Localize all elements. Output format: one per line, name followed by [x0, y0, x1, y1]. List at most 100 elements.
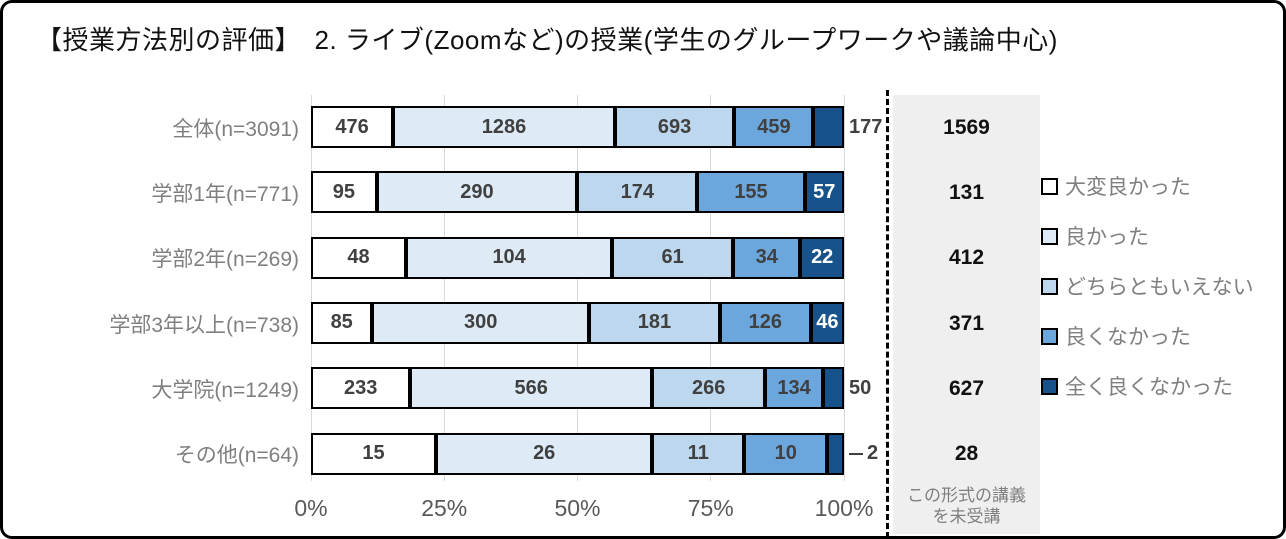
segment-value-label: 46 [816, 311, 839, 334]
segment-value-label: 48 [347, 246, 370, 269]
x-tick-label: 0% [294, 495, 328, 521]
bar-segment: 155 [697, 171, 805, 214]
bar-segment: 104 [406, 236, 613, 279]
legend-label: 大変良かった [1065, 176, 1191, 199]
bar-row: 95 290 174 155 57 [311, 171, 844, 214]
bar-segment: 10 [744, 432, 828, 475]
category-label: 学部3年以上(n=738) [109, 313, 299, 337]
not-attended-note: この形式の講義 を未受講 [893, 485, 1040, 527]
segment-value-label: 104 [492, 246, 526, 269]
segment-value-label: 10 [774, 442, 797, 464]
legend-swatch-icon [1041, 327, 1058, 345]
bar-segment: 266 [651, 367, 766, 410]
segment-value-label: 126 [748, 311, 782, 334]
bar-row: 85 300 181 126 46 [311, 301, 844, 344]
x-tick-label: 75% [687, 495, 734, 521]
bar-segment: 15 [311, 432, 436, 475]
bar-segment: 61 [612, 236, 734, 279]
gridline [310, 95, 312, 481]
legend: 大変良かった 良かったどちらともいえない 良くなかった全く良くなかった [1041, 161, 1254, 411]
gridline [577, 95, 578, 481]
segment-value-label-outside: 2 [844, 433, 878, 475]
segment-value-label: 134 [777, 376, 811, 399]
segment-value-label-outside: 50 [849, 376, 872, 399]
bar-segment [813, 106, 844, 148]
bar-segment: 57 [804, 171, 844, 214]
gridline [443, 95, 445, 481]
segment-value-label: 1286 [481, 115, 527, 138]
segment-value-label: 11 [687, 442, 709, 464]
segment-value-label: 459 [757, 115, 791, 138]
x-axis: 0% 25% 50% 75% 100% [294, 495, 873, 527]
not-attended-value: 1569 [943, 115, 990, 139]
bar-segment: 11 [652, 432, 745, 475]
bar-segment: 300 [372, 301, 590, 344]
x-tick-label: 25% [421, 495, 468, 521]
category-label: 学部2年(n=269) [151, 248, 299, 272]
bar-segment: 26 [435, 432, 653, 475]
legend-label: どちらともいえない [1065, 276, 1254, 299]
legend-label: 良くなかった [1065, 326, 1191, 349]
not-attended-value: 28 [954, 442, 979, 466]
legend-label: 良かった [1065, 226, 1149, 249]
legend-item: どちらともいえない [1041, 261, 1254, 311]
bar-segment: 95 [311, 171, 377, 214]
legend-item: 全く良くなかった [1041, 361, 1254, 411]
legend-item: 良くなかった [1041, 311, 1254, 361]
segment-value-label: 26 [533, 442, 556, 464]
legend-swatch-icon [1041, 227, 1058, 245]
bar-segment: 34 [733, 236, 801, 279]
segment-value-label: 266 [692, 376, 726, 399]
segment-value-label: 61 [661, 246, 684, 269]
segment-value-label: 34 [755, 246, 778, 269]
not-attended-value: 627 [948, 376, 985, 400]
gridline [710, 95, 712, 481]
bar-segment [827, 432, 844, 475]
legend-label: 全く良くなかった [1065, 376, 1233, 399]
bar-segment [822, 367, 844, 410]
plot-area: 476 1286 693 459 177 95 290 174 155 57 48 104 61 34 22… [310, 95, 882, 481]
segment-value-label: 22 [811, 246, 834, 269]
bar-row: 15 26 11 10 2 [311, 432, 878, 475]
dashed-separator-line [886, 90, 889, 536]
segment-value-label: 233 [344, 376, 378, 399]
segment-value-label: 95 [332, 180, 355, 203]
bar-segment: 566 [410, 367, 652, 410]
bar-row: 476 1286 693 459 177 [311, 106, 882, 148]
legend-swatch-icon [1041, 377, 1058, 395]
x-tick-label: 100% [814, 495, 874, 521]
bar-segment: 181 [589, 301, 720, 344]
segment-value-label: 181 [637, 311, 672, 334]
category-label: 全体(n=3091) [172, 117, 299, 141]
x-tick-label: 50% [554, 495, 601, 521]
bar-row: 233 566 266 134 50 [311, 367, 871, 410]
leader-line [849, 452, 863, 455]
segment-value-label: 15 [362, 442, 385, 464]
segment-value-label: 566 [514, 376, 548, 399]
bar-segment: 476 [311, 106, 394, 148]
legend-swatch-icon [1041, 177, 1058, 195]
segment-value-label: 300 [464, 311, 498, 334]
segment-value-label: 85 [330, 311, 353, 334]
bar-segment: 233 [311, 367, 411, 410]
bar-segment: 22 [800, 236, 844, 279]
segment-value-label: 290 [460, 180, 494, 203]
legend-item: 大変良かった [1041, 161, 1254, 211]
bar-segment: 693 [614, 106, 735, 148]
segment-value-label: 476 [335, 115, 369, 138]
bar-segment: 174 [577, 171, 698, 214]
segment-value-label: 174 [620, 180, 654, 203]
bar-segment: 46 [810, 301, 844, 344]
not-attended-value: 371 [948, 311, 985, 335]
segment-value-label: 693 [657, 115, 692, 138]
bar-segment: 48 [311, 236, 407, 279]
gridline [843, 95, 845, 481]
not-attended-note-line1: この形式の講義 [907, 486, 1026, 505]
legend-swatch-icon [1041, 277, 1058, 295]
bar-segment: 85 [311, 301, 373, 344]
bar-segment: 290 [376, 171, 578, 214]
not-attended-value: 131 [948, 180, 985, 204]
segment-value-label-outside: 177 [849, 115, 883, 138]
bar-row: 48 104 61 34 22 [311, 236, 844, 279]
